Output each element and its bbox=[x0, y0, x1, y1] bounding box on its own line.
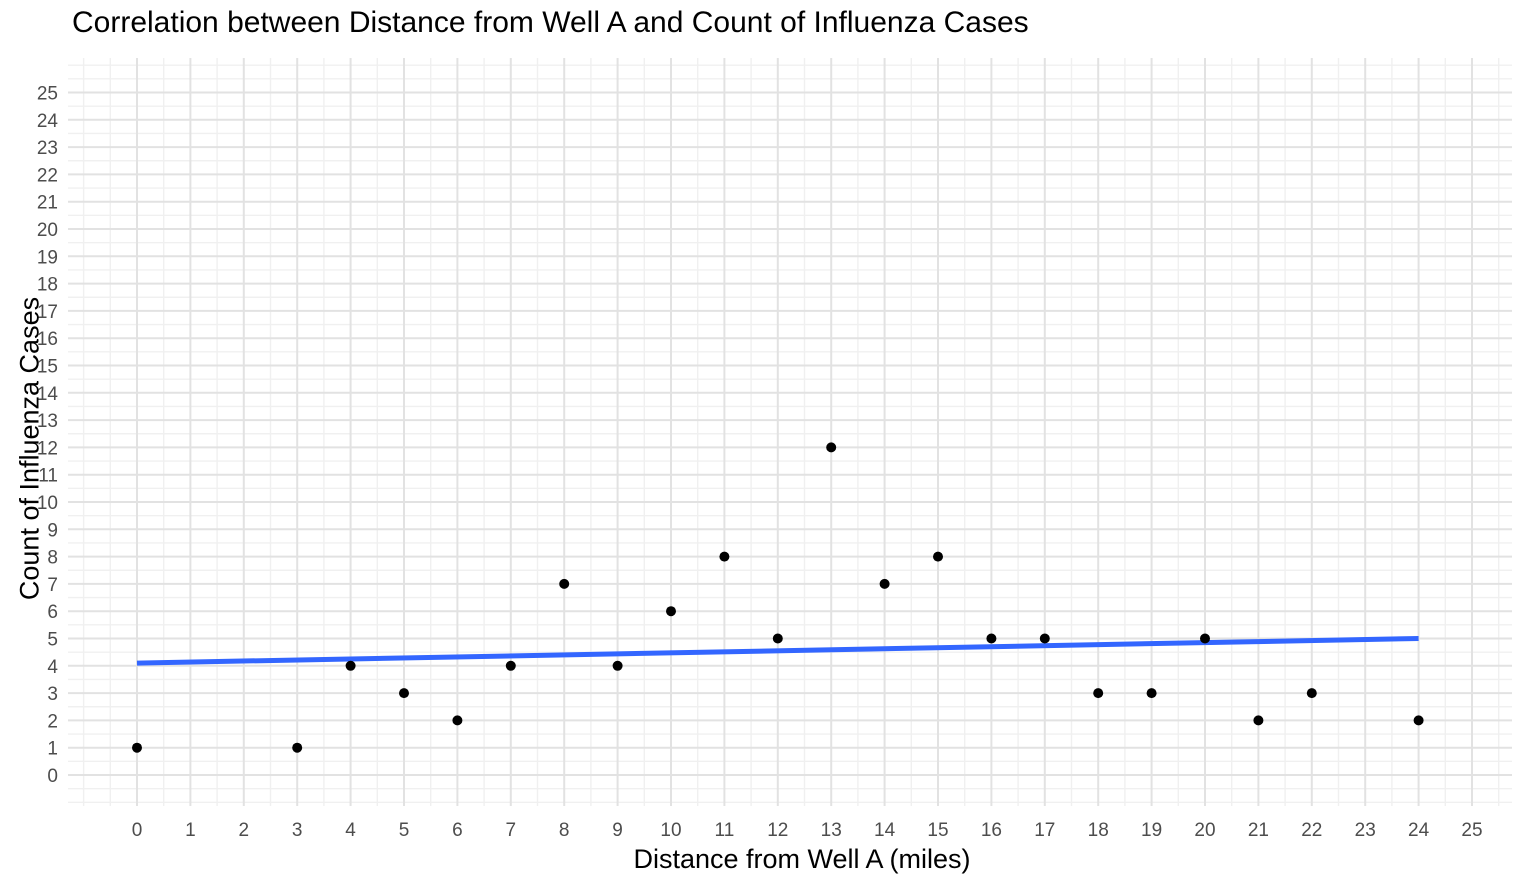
y-tick-label: 18 bbox=[37, 275, 58, 296]
y-tick-label: 8 bbox=[47, 548, 58, 569]
data-point bbox=[505, 660, 516, 671]
y-tick-label: 2 bbox=[47, 711, 58, 732]
data-point bbox=[986, 633, 997, 644]
x-tick-label: 6 bbox=[452, 820, 463, 841]
y-tick-label: 23 bbox=[37, 138, 58, 159]
x-tick-label: 21 bbox=[1248, 820, 1269, 841]
y-tick-label: 1 bbox=[47, 739, 58, 760]
y-tick-label: 7 bbox=[47, 575, 58, 596]
y-tick-label: 17 bbox=[37, 302, 58, 323]
x-tick-label: 19 bbox=[1141, 820, 1162, 841]
x-tick-label: 20 bbox=[1194, 820, 1215, 841]
x-tick-label: 9 bbox=[612, 820, 623, 841]
x-tick-label: 25 bbox=[1461, 820, 1482, 841]
y-tick-label: 14 bbox=[37, 384, 59, 405]
y-tick-label: 20 bbox=[37, 220, 58, 241]
data-point bbox=[1039, 633, 1050, 644]
y-tick-label: 4 bbox=[47, 657, 58, 678]
data-point bbox=[1200, 633, 1210, 644]
x-tick-label: 12 bbox=[767, 820, 788, 841]
x-tick-label: 3 bbox=[292, 820, 303, 841]
x-tick-label: 24 bbox=[1408, 820, 1430, 841]
y-tick-label: 0 bbox=[47, 766, 58, 787]
y-tick-label: 15 bbox=[37, 357, 58, 378]
y-tick-label: 6 bbox=[47, 602, 58, 623]
x-tick-label: 4 bbox=[345, 820, 356, 841]
data-point bbox=[399, 688, 409, 699]
data-point bbox=[559, 578, 570, 589]
data-point bbox=[1253, 715, 1264, 726]
y-tick-label: 21 bbox=[37, 193, 58, 214]
x-tick-label: 8 bbox=[559, 820, 570, 841]
data-point bbox=[1306, 688, 1317, 699]
data-point bbox=[452, 715, 463, 726]
y-axis-title: Count of Influenza Cases bbox=[14, 296, 45, 601]
y-tick-label: 9 bbox=[47, 520, 58, 541]
y-tick-label: 11 bbox=[38, 466, 58, 487]
data-point bbox=[772, 633, 783, 644]
x-tick-label: 14 bbox=[874, 820, 896, 841]
data-point bbox=[292, 742, 303, 753]
y-tick-label: 16 bbox=[37, 329, 58, 350]
y-tick-label: 24 bbox=[37, 111, 59, 132]
x-tick-label: 18 bbox=[1088, 820, 1109, 841]
y-tick-label: 5 bbox=[47, 630, 58, 651]
x-tick-label: 11 bbox=[715, 820, 735, 841]
x-axis-title: Distance from Well A (miles) bbox=[633, 844, 971, 874]
y-tick-label: 10 bbox=[37, 493, 58, 514]
y-tick-label: 3 bbox=[47, 684, 58, 705]
y-tick-label: 13 bbox=[37, 411, 58, 432]
x-tick-label: 17 bbox=[1034, 820, 1055, 841]
data-point bbox=[612, 660, 623, 671]
data-point bbox=[1413, 715, 1424, 726]
data-point bbox=[666, 606, 676, 617]
x-tick-label: 16 bbox=[981, 820, 1002, 841]
data-point bbox=[879, 578, 890, 589]
y-tick-label: 22 bbox=[37, 165, 58, 186]
data-point bbox=[719, 551, 730, 562]
y-tick-label: 12 bbox=[37, 438, 58, 459]
x-tick-label: 1 bbox=[185, 820, 196, 841]
data-point bbox=[132, 742, 142, 753]
x-tick-label: 13 bbox=[821, 820, 842, 841]
x-tick-label: 22 bbox=[1301, 820, 1322, 841]
x-tick-label: 0 bbox=[132, 820, 143, 841]
x-tick-label: 7 bbox=[506, 820, 517, 841]
x-tick-label: 23 bbox=[1355, 820, 1376, 841]
data-point bbox=[345, 660, 356, 671]
x-tick-label: 5 bbox=[399, 820, 410, 841]
y-tick-label: 25 bbox=[37, 84, 58, 105]
x-tick-label: 15 bbox=[927, 820, 948, 841]
data-point bbox=[933, 551, 943, 562]
chart-title: Correlation between Distance from Well A… bbox=[72, 6, 1029, 39]
data-point bbox=[826, 442, 837, 453]
x-tick-label: 2 bbox=[239, 820, 250, 841]
data-point bbox=[1093, 688, 1104, 699]
data-point bbox=[1146, 688, 1157, 699]
x-tick-label: 10 bbox=[660, 820, 681, 841]
y-tick-label: 19 bbox=[37, 247, 58, 268]
